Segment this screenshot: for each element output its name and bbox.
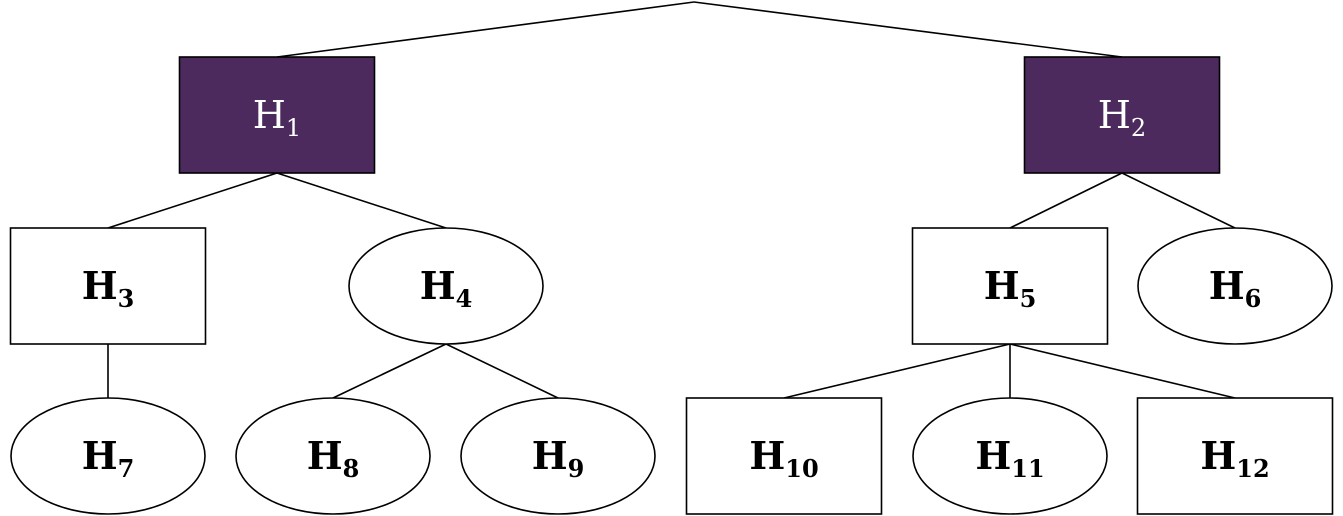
node-h3-label: H3 xyxy=(82,263,135,313)
node-h8-label: H8 xyxy=(307,433,360,483)
node-h2-label: H2 xyxy=(1098,93,1146,142)
edge-h2-to-h6 xyxy=(1121,172,1236,229)
node-h7-ellipse xyxy=(10,397,206,515)
node-h5: H5 xyxy=(911,227,1109,345)
node-h4-ellipse xyxy=(348,227,544,345)
node-label-subscript: 12 xyxy=(1236,454,1269,483)
edge-h1-to-h3 xyxy=(107,172,278,229)
node-h10: H10 xyxy=(685,397,883,515)
edge-h5-to-h10 xyxy=(783,343,1011,399)
edge-h1-to-h4 xyxy=(276,172,447,229)
node-h6-label: H6 xyxy=(1209,263,1262,313)
node-label-subscript: 10 xyxy=(785,454,818,483)
node-h9-label: H9 xyxy=(532,433,585,483)
node-h1-label: H1 xyxy=(253,93,301,142)
node-label-letter: H xyxy=(307,433,343,478)
node-label-letter: H xyxy=(1200,433,1236,478)
node-label-subscript: 5 xyxy=(1020,284,1037,313)
node-h1-rect xyxy=(178,56,376,174)
node-h12: H12 xyxy=(1136,397,1334,515)
node-h12-rect xyxy=(1136,397,1334,515)
node-h5-rect xyxy=(911,227,1109,345)
node-h11-ellipse xyxy=(912,397,1108,515)
node-h1: H1 xyxy=(178,56,376,174)
node-label-subscript: 11 xyxy=(1011,454,1044,483)
node-label-subscript: 6 xyxy=(1245,284,1262,313)
node-label-letter: H xyxy=(253,93,286,137)
node-h10-label: H10 xyxy=(749,433,818,483)
node-h9-ellipse xyxy=(460,397,656,515)
node-label-letter: H xyxy=(1209,263,1245,308)
node-label-subscript: 9 xyxy=(568,454,585,483)
node-label-subscript: 3 xyxy=(118,284,135,313)
edge-h2-to-h5 xyxy=(1009,172,1123,229)
node-label-subscript: 1 xyxy=(286,114,301,142)
node-h4-label: H4 xyxy=(420,263,473,313)
node-label-letter: H xyxy=(420,263,456,308)
node-label-letter: H xyxy=(975,433,1011,478)
edge-h4-to-h9 xyxy=(445,343,559,399)
node-h4: H4 xyxy=(348,227,544,345)
node-label-letter: H xyxy=(82,433,118,478)
node-h3-rect xyxy=(9,227,207,345)
edge-h5-to-h12 xyxy=(1009,343,1236,399)
edges-layer xyxy=(107,1,1236,399)
node-h7-label: H7 xyxy=(82,433,135,483)
node-h8-ellipse xyxy=(235,397,431,515)
edge-root-to-h2 xyxy=(693,1,1123,58)
node-h5-label: H5 xyxy=(984,263,1037,313)
node-h10-rect xyxy=(685,397,883,515)
node-h2-rect xyxy=(1023,56,1221,174)
node-label-subscript: 2 xyxy=(1131,114,1146,142)
node-label-letter: H xyxy=(1098,93,1131,137)
node-label-subscript: 7 xyxy=(118,454,135,483)
node-h3: H3 xyxy=(9,227,207,345)
node-label-letter: H xyxy=(749,433,785,478)
node-h9: H9 xyxy=(460,397,656,515)
node-label-letter: H xyxy=(82,263,118,308)
edge-h4-to-h8 xyxy=(332,343,447,399)
node-h6: H6 xyxy=(1137,227,1333,345)
node-h8: H8 xyxy=(235,397,431,515)
node-label-letter: H xyxy=(984,263,1020,308)
node-label-letter: H xyxy=(532,433,568,478)
node-h12-label: H12 xyxy=(1200,433,1269,483)
node-h6-ellipse xyxy=(1137,227,1333,345)
node-label-subscript: 4 xyxy=(456,284,473,313)
node-h11-label: H11 xyxy=(975,433,1044,483)
node-h11: H11 xyxy=(912,397,1108,515)
node-label-subscript: 8 xyxy=(343,454,360,483)
edge-root-to-h1 xyxy=(276,1,695,58)
node-h7: H7 xyxy=(10,397,206,515)
node-h2: H2 xyxy=(1023,56,1221,174)
